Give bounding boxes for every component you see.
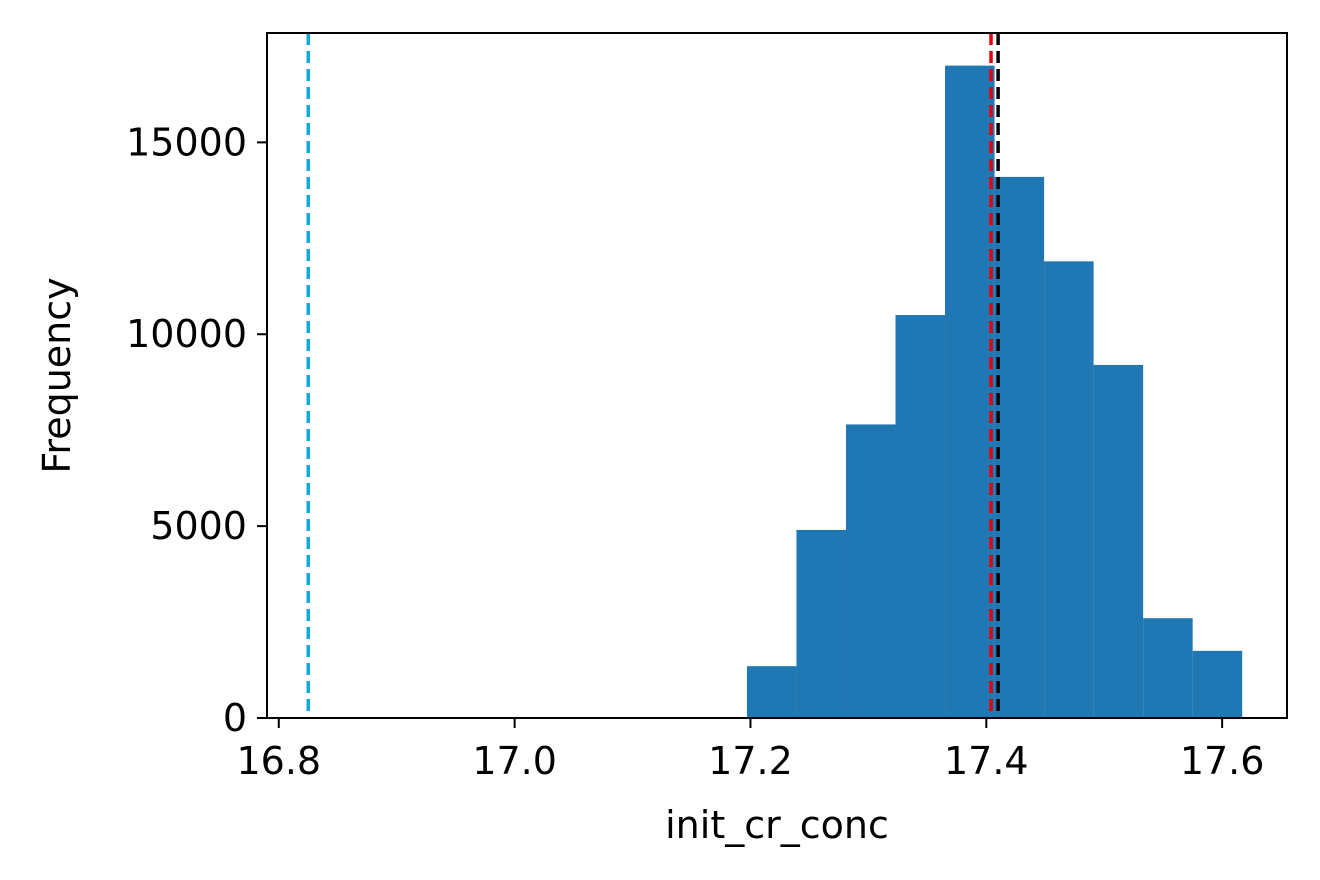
bars-group: [746, 65, 1243, 719]
histogram-bar-3: [845, 424, 896, 718]
y-tick-label: 10000: [126, 312, 247, 356]
histogram-bar-10: [1192, 650, 1243, 718]
histogram-bar-2: [796, 529, 846, 718]
y-axis-label: Frequency: [35, 277, 79, 473]
histogram-bar-8: [1093, 364, 1144, 718]
x-tick-label: 17.2: [708, 739, 793, 783]
y-tick-label: 0: [223, 696, 247, 740]
y-tick-label: 15000: [126, 120, 247, 164]
histogram-bar-7: [1044, 261, 1094, 718]
histogram-bar-9: [1143, 618, 1193, 718]
y-axis-ticks: 0 5000 10000 15000: [126, 120, 267, 740]
plot-frame: [266, 32, 1288, 719]
x-axis-ticks: 16.8 17.0 17.2 17.4 17.6: [236, 718, 1264, 783]
x-tick-label: 17.0: [472, 739, 557, 783]
histogram-bar-5: [945, 65, 995, 719]
reference-lines-group: [306, 33, 1000, 718]
x-tick-label: 16.8: [236, 739, 321, 783]
x-tick-label: 17.6: [1180, 739, 1265, 783]
histogram-bar-1: [746, 666, 797, 718]
x-tick-label: 17.4: [944, 739, 1029, 783]
histogram-bar-6: [994, 176, 1045, 718]
x-axis-label: init_cr_conc: [665, 803, 889, 847]
histogram-bar-4: [895, 315, 946, 718]
y-tick-label: 5000: [150, 504, 247, 548]
